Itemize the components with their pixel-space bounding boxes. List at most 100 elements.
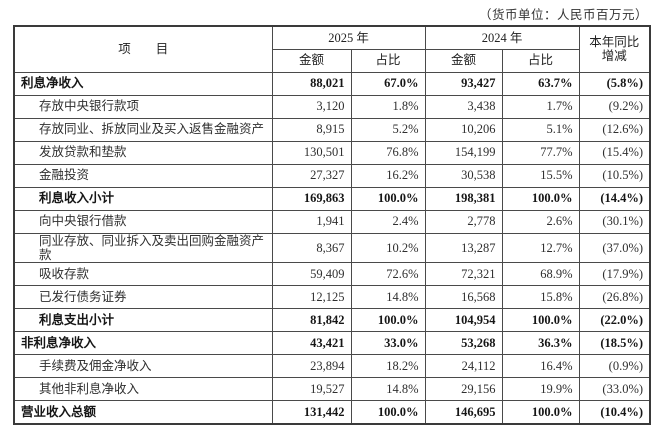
yoy-change: (0.9%) bbox=[578, 354, 651, 379]
row-label: 金融投资 bbox=[13, 163, 273, 188]
table-row: 利息支出小计 81,842 100.0% 104,954 100.0% (22.0%) bbox=[13, 308, 651, 333]
yoy-change: (5.8%) bbox=[578, 71, 651, 96]
row-label: 存放中央银行款项 bbox=[13, 94, 273, 119]
pct-2025: 100.0% bbox=[350, 400, 426, 425]
currency-unit-note: （货币单位：人民币百万元） bbox=[478, 8, 648, 22]
amount-2024: 16,568 bbox=[424, 285, 503, 310]
header-yoy-line2: 增减 bbox=[601, 49, 627, 64]
header-pct-2025: 占比 bbox=[350, 48, 426, 73]
pct-2024: 100.0% bbox=[501, 400, 580, 425]
pct-2025: 72.6% bbox=[350, 262, 426, 287]
header-amount-2024: 金额 bbox=[424, 48, 503, 73]
amount-2025: 59,409 bbox=[271, 262, 352, 287]
table-header: 项 目 2025 年 2024 年 本年同比 增减 金额 占比 金额 占比 bbox=[13, 25, 651, 73]
yoy-change: (22.0%) bbox=[578, 308, 651, 333]
pct-2024: 36.3% bbox=[501, 331, 580, 356]
table-row: 营业收入总额 131,442 100.0% 146,695 100.0% (10.4%) bbox=[13, 400, 651, 425]
amount-2025: 12,125 bbox=[271, 285, 352, 310]
table-row: 同业存放、同业拆入及卖出回购金融资产款 8,367 10.2% 13,287 12.7%… bbox=[13, 232, 651, 264]
table-body: 利息净收入 88,021 67.0% 93,427 63.7% (5.8%) 存放中央银行款… bbox=[13, 71, 651, 425]
table-row: 发放贷款和垫款 130,501 76.8% 154,199 77.7% (15.4%) bbox=[13, 140, 651, 165]
row-label: 存放同业、拆放同业及买入返售金融资产 bbox=[13, 117, 273, 142]
amount-2024: 2,778 bbox=[424, 209, 503, 234]
header-item: 项 目 bbox=[13, 25, 273, 73]
header-amount-2025: 金额 bbox=[271, 48, 352, 73]
pct-2025: 1.8% bbox=[350, 94, 426, 119]
amount-2024: 10,206 bbox=[424, 117, 503, 142]
amount-2024: 146,695 bbox=[424, 400, 503, 425]
amount-2024: 154,199 bbox=[424, 140, 503, 165]
yoy-change: (26.8%) bbox=[578, 285, 651, 310]
table-row: 存放中央银行款项 3,120 1.8% 3,438 1.7% (9.2%) bbox=[13, 94, 651, 119]
pct-2025: 76.8% bbox=[350, 140, 426, 165]
amount-2025: 43,421 bbox=[271, 331, 352, 356]
amount-2025: 88,021 bbox=[271, 71, 352, 96]
row-label: 向中央银行借款 bbox=[13, 209, 273, 234]
header-yoy-line1: 本年同比 bbox=[589, 34, 640, 49]
row-label: 利息净收入 bbox=[13, 71, 273, 96]
amount-2024: 198,381 bbox=[424, 186, 503, 211]
amount-2025: 131,442 bbox=[271, 400, 352, 425]
amount-2025: 169,863 bbox=[271, 186, 352, 211]
pct-2024: 63.7% bbox=[501, 71, 580, 96]
header-year-2024: 2024 年 bbox=[424, 25, 580, 50]
table-row: 手续费及佣金净收入 23,894 18.2% 24,112 16.4% (0.9%) bbox=[13, 354, 651, 379]
table-row: 其他非利息净收入 19,527 14.8% 29,156 19.9% (33.0%) bbox=[13, 377, 651, 402]
row-label: 已发行债务证券 bbox=[13, 285, 273, 310]
row-label: 同业存放、同业拆入及卖出回购金融资产款 bbox=[13, 232, 273, 264]
yoy-change: (10.5%) bbox=[578, 163, 651, 188]
amount-2025: 8,367 bbox=[271, 232, 352, 264]
pct-2024: 68.9% bbox=[501, 262, 580, 287]
pct-2024: 16.4% bbox=[501, 354, 580, 379]
pct-2025: 33.0% bbox=[350, 331, 426, 356]
table-row: 利息净收入 88,021 67.0% 93,427 63.7% (5.8%) bbox=[13, 71, 651, 96]
table-row: 利息收入小计 169,863 100.0% 198,381 100.0% (14.4%) bbox=[13, 186, 651, 211]
table-row: 金融投资 27,327 16.2% 30,538 15.5% (10.5%) bbox=[13, 163, 651, 188]
yoy-change: (12.6%) bbox=[578, 117, 651, 142]
pct-2024: 15.5% bbox=[501, 163, 580, 188]
pct-2025: 100.0% bbox=[350, 186, 426, 211]
yoy-change: (15.4%) bbox=[578, 140, 651, 165]
row-label: 利息支出小计 bbox=[13, 308, 273, 333]
yoy-change: (14.4%) bbox=[578, 186, 651, 211]
pct-2025: 67.0% bbox=[350, 71, 426, 96]
yoy-change: (10.4%) bbox=[578, 400, 651, 425]
yoy-change: (18.5%) bbox=[578, 331, 651, 356]
pct-2024: 100.0% bbox=[501, 186, 580, 211]
table-row: 非利息净收入 43,421 33.0% 53,268 36.3% (18.5%) bbox=[13, 331, 651, 356]
pct-2025: 14.8% bbox=[350, 377, 426, 402]
amount-2024: 3,438 bbox=[424, 94, 503, 119]
table-row: 向中央银行借款 1,941 2.4% 2,778 2.6% (30.1%) bbox=[13, 209, 651, 234]
amount-2025: 1,941 bbox=[271, 209, 352, 234]
amount-2024: 29,156 bbox=[424, 377, 503, 402]
row-label: 营业收入总额 bbox=[13, 400, 273, 425]
pct-2025: 18.2% bbox=[350, 354, 426, 379]
row-label: 非利息净收入 bbox=[13, 331, 273, 356]
pct-2024: 15.8% bbox=[501, 285, 580, 310]
row-label: 吸收存款 bbox=[13, 262, 273, 287]
header-yoy-change: 本年同比 增减 bbox=[578, 25, 651, 73]
amount-2024: 104,954 bbox=[424, 308, 503, 333]
row-label: 发放贷款和垫款 bbox=[13, 140, 273, 165]
pct-2024: 19.9% bbox=[501, 377, 580, 402]
income-breakdown-table: 项 目 2025 年 2024 年 本年同比 增减 金额 占比 金额 占比 利息… bbox=[13, 25, 652, 425]
amount-2025: 8,915 bbox=[271, 117, 352, 142]
pct-2024: 1.7% bbox=[501, 94, 580, 119]
row-label: 利息收入小计 bbox=[13, 186, 273, 211]
amount-2024: 93,427 bbox=[424, 71, 503, 96]
amount-2024: 53,268 bbox=[424, 331, 503, 356]
amount-2024: 13,287 bbox=[424, 232, 503, 264]
row-label: 手续费及佣金净收入 bbox=[13, 354, 273, 379]
amount-2025: 27,327 bbox=[271, 163, 352, 188]
amount-2025: 23,894 bbox=[271, 354, 352, 379]
table-row: 吸收存款 59,409 72.6% 72,321 68.9% (17.9%) bbox=[13, 262, 651, 287]
yoy-change: (33.0%) bbox=[578, 377, 651, 402]
pct-2025: 5.2% bbox=[350, 117, 426, 142]
pct-2025: 14.8% bbox=[350, 285, 426, 310]
pct-2025: 100.0% bbox=[350, 308, 426, 333]
pct-2025: 2.4% bbox=[350, 209, 426, 234]
header-pct-2024: 占比 bbox=[501, 48, 580, 73]
yoy-change: (30.1%) bbox=[578, 209, 651, 234]
pct-2024: 2.6% bbox=[501, 209, 580, 234]
